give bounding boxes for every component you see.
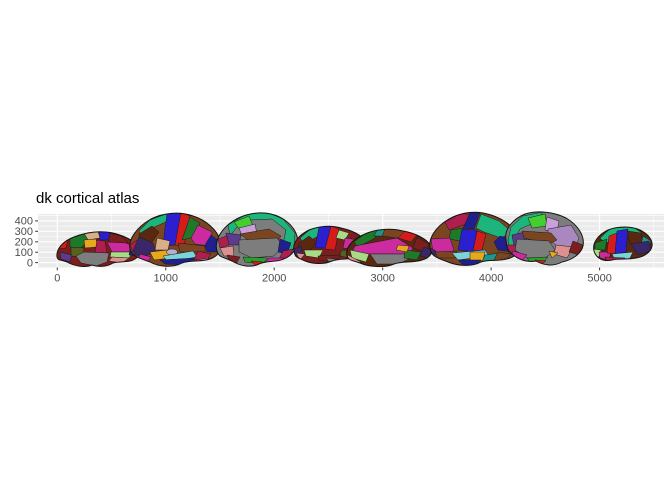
brain-outline xyxy=(593,226,653,261)
brain-view-6 xyxy=(429,211,522,266)
cortical-region xyxy=(594,238,608,251)
cortical-region xyxy=(548,250,559,259)
cortical-region xyxy=(403,249,422,261)
cortical-region xyxy=(395,244,410,253)
brain-view-1 xyxy=(56,231,141,267)
cortical-region xyxy=(349,249,370,263)
cortical-region xyxy=(434,250,458,259)
brain-view-8 xyxy=(593,226,653,261)
cortical-region xyxy=(94,239,108,254)
cortical-region xyxy=(553,244,574,259)
x-axis-labels: 0 1000 2000 3000 4000 5000 xyxy=(54,273,612,285)
cortical-region xyxy=(59,251,73,263)
cortical-region xyxy=(324,226,340,251)
cortical-region xyxy=(177,242,206,253)
y-axis-labels: 0 100 200 300 400 xyxy=(15,216,33,270)
cortical-region xyxy=(238,237,284,259)
x-tick-label: 1000 xyxy=(154,273,178,285)
brain-view-5 xyxy=(346,228,433,267)
cortical-region xyxy=(462,212,481,230)
cortical-region xyxy=(626,230,644,245)
brain-outline xyxy=(56,231,141,267)
x-tick-label: 4000 xyxy=(479,273,503,285)
cortical-region xyxy=(190,224,213,247)
x-tick-label: 0 xyxy=(54,273,60,285)
brain-outline xyxy=(346,228,433,267)
cortical-region xyxy=(614,228,629,255)
y-tick-label: 300 xyxy=(15,226,33,238)
plot-title: dk cortical atlas xyxy=(36,190,139,207)
x-tick-label: 2000 xyxy=(262,273,286,285)
cortical-region xyxy=(369,253,412,265)
cortical-region xyxy=(295,252,306,261)
brain-view-7 xyxy=(505,211,584,266)
y-tick-label: 200 xyxy=(15,237,33,249)
axis-tick-marks xyxy=(35,220,601,271)
y-tick-label: 100 xyxy=(15,247,33,259)
y-tick-label: 0 xyxy=(27,257,33,269)
y-tick-label: 400 xyxy=(15,216,33,228)
cortical-region xyxy=(472,230,487,252)
cortical-region xyxy=(217,235,230,249)
brain-outline xyxy=(505,211,584,266)
x-tick-label: 5000 xyxy=(587,273,611,285)
x-tick-label: 3000 xyxy=(370,273,394,285)
